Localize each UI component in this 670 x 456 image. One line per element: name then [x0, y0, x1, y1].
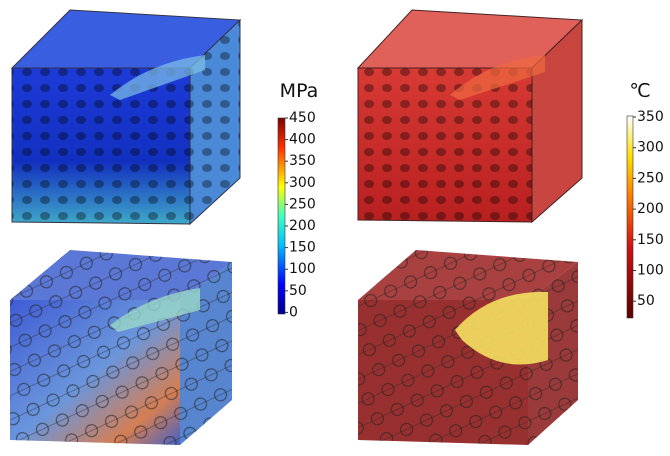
stress-cube-render — [12, 10, 240, 224]
colorbar-tick-label: 50 — [289, 283, 307, 299]
colorbar-gradient — [627, 116, 633, 318]
stress-lattice-render — [10, 250, 232, 445]
stress-colorbar: MPa 450 400 350 300 250 200 150 100 50 0 — [278, 80, 318, 320]
colorbar-tick-label: 100 — [637, 263, 664, 279]
colorbar-tick-label: 200 — [289, 218, 316, 234]
colorbar-tick-label: 150 — [289, 240, 316, 256]
colorbar-tick-label: 350 — [289, 153, 316, 169]
temperature-cube-render — [358, 10, 582, 222]
colorbar-tick-label: 400 — [289, 132, 316, 148]
colorbar-tick-label: 0 — [289, 304, 298, 320]
colorbar-tick-label: 350 — [637, 109, 664, 125]
colorbar-gradient — [278, 118, 285, 314]
colorbar-tick-label: 250 — [637, 170, 664, 186]
temperature-lattice-render — [358, 250, 578, 445]
figure: MPa 450 400 350 300 250 200 150 100 50 0 ℃ 350 300… — [0, 0, 670, 456]
colorbar-tick-label: 200 — [637, 201, 664, 217]
colorbar-tick-label: 50 — [637, 293, 655, 309]
colorbar-title: MPa — [280, 80, 319, 102]
colorbar-tick-label: 300 — [289, 175, 316, 191]
colorbar-title: ℃ — [629, 80, 650, 102]
figure-canvas: MPa 450 400 350 300 250 200 150 100 50 0 ℃ 350 300… — [0, 0, 670, 456]
temperature-colorbar: ℃ 350 300 250 200 150 100 50 — [627, 80, 664, 318]
colorbar-tick-label: 150 — [637, 232, 664, 248]
colorbar-tick-label: 300 — [637, 140, 664, 156]
colorbar-tick-label: 100 — [289, 261, 316, 277]
colorbar-tick-label: 450 — [289, 110, 316, 126]
colorbar-tick-label: 250 — [289, 196, 316, 212]
